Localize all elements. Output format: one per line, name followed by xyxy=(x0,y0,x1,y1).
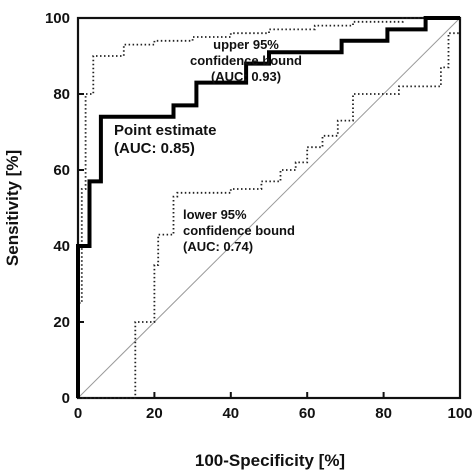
x-tick-label: 80 xyxy=(375,405,392,422)
y-tick-label: 80 xyxy=(53,86,70,103)
annotation-point-line1: Point estimate xyxy=(114,122,217,139)
series-line-lower xyxy=(78,32,460,399)
annotation-upper-line1: upper 95% xyxy=(213,37,279,52)
x-axis-title: 100-Specificity [%] xyxy=(195,451,345,470)
annotation-upper-bound: upper 95% confidence bound (AUC: 0.93) xyxy=(190,37,302,84)
x-tick-label: 0 xyxy=(74,405,82,422)
y-tick-label: 100 xyxy=(45,10,70,27)
series-line-upper xyxy=(77,17,460,398)
annotation-point-line2: (AUC: 0.85) xyxy=(114,140,195,157)
series-layer xyxy=(76,16,461,399)
y-axis-title: Sensitivity [%] xyxy=(3,150,22,266)
y-axis-ticks: 0 20 40 60 80 100 xyxy=(45,10,84,407)
plot-frame xyxy=(76,16,462,400)
annotation-upper-line2: confidence bound xyxy=(190,53,302,68)
annotation-point-estimate: Point estimate (AUC: 0.85) xyxy=(114,122,217,157)
series-line-diagonal xyxy=(77,17,461,399)
plot-border xyxy=(76,16,462,400)
annotation-lower-line2: confidence bound xyxy=(183,223,295,238)
y-tick-label: 0 xyxy=(62,390,70,407)
annotation-lower-line3: (AUC: 0.74) xyxy=(183,239,253,254)
y-tick-label: 40 xyxy=(53,238,70,255)
x-tick-label: 20 xyxy=(146,405,163,422)
annotation-lower-bound: lower 95% confidence bound (AUC: 0.74) xyxy=(183,207,295,254)
x-tick-label: 40 xyxy=(222,405,239,422)
annotation-lower-line1: lower 95% xyxy=(183,207,247,222)
y-tick-label: 60 xyxy=(53,162,70,179)
y-tick-label: 20 xyxy=(53,314,70,331)
x-tick-label: 100 xyxy=(447,405,472,422)
x-axis-ticks: 0 20 40 60 80 100 xyxy=(74,392,473,422)
x-tick-label: 60 xyxy=(299,405,316,422)
series-line-point xyxy=(76,16,460,398)
annotation-upper-line3: (AUC: 0.93) xyxy=(211,69,281,84)
